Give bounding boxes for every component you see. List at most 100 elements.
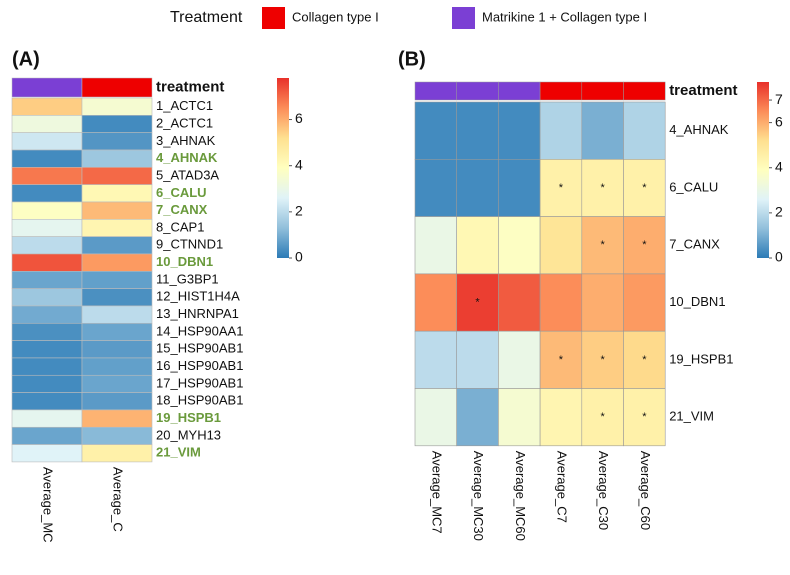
heatmap-cell [81, 184, 153, 203]
annotation-label: treatment [156, 78, 224, 95]
colorbar-tick-label: 6 [775, 113, 783, 129]
heatmap-cell [11, 167, 83, 185]
row-label: 16_HSP90AB1 [156, 358, 243, 373]
row-label: 5_ATAD3A [156, 167, 219, 182]
legend-swatch [262, 7, 285, 29]
heatmap-cell [623, 388, 666, 447]
heatmap-cell [81, 322, 153, 341]
row-label: 8_CAP1 [156, 219, 204, 234]
row-label: 9_CTNND1 [156, 237, 223, 252]
heatmap-cell [456, 388, 499, 447]
heatmap-cell [81, 270, 153, 289]
heatmap-cell [498, 216, 541, 275]
heatmap-cell [581, 273, 624, 332]
row-label: 18_HSP90AB1 [156, 393, 243, 408]
cell-label: * [475, 296, 480, 308]
heatmap-cell [498, 330, 541, 389]
heatmap-cell [456, 101, 499, 160]
heatmap-cell [81, 305, 153, 324]
row-label: 12_HIST1H4A [156, 289, 240, 304]
annotation-cell [623, 81, 666, 101]
heatmap-cell [11, 115, 83, 133]
annotation-cell [456, 81, 499, 101]
heatmap-cell [11, 184, 83, 203]
cell-label: * [559, 182, 564, 194]
colorbar-tick-label: 6 [295, 110, 303, 126]
heatmap-cell [414, 159, 458, 217]
row-label: 4_AHNAK [669, 122, 729, 137]
heatmap-cell [456, 330, 499, 389]
row-label: 13_HNRNPA1 [156, 306, 239, 321]
colorbar-tick-label: 4 [775, 158, 783, 174]
heatmap-cell [539, 216, 583, 275]
row-label: 2_ACTC1 [156, 115, 213, 130]
column-label: Average_MC30 [471, 451, 486, 541]
cell-label: * [642, 411, 647, 423]
heatmap-cell [539, 273, 583, 332]
row-label: 7_CANX [669, 237, 720, 252]
row-label: 7_CANX [156, 202, 208, 217]
heatmap-cell [81, 374, 153, 393]
heatmap-cell [11, 340, 83, 359]
row-label: 15_HSP90AB1 [156, 341, 243, 356]
row-label: 19_HSPB1 [156, 410, 221, 425]
colorbar-tick-label: 0 [295, 249, 303, 265]
heatmap-cell [11, 219, 83, 237]
heatmap-cell [11, 270, 83, 289]
cell-label: * [601, 182, 606, 194]
colorbar-tick-label: 2 [295, 203, 303, 219]
heatmap-cell [623, 101, 666, 160]
heatmap-cell [11, 97, 83, 116]
heatmap-cell [623, 216, 666, 275]
row-label: 4_AHNAK [156, 150, 218, 165]
heatmap-cell [11, 253, 83, 272]
heatmap-cell [11, 374, 83, 393]
heatmap-cell [81, 253, 153, 272]
row-label: 10_DBN1 [669, 294, 725, 309]
heatmap-cell [11, 322, 83, 341]
row-label: 6_CALU [156, 185, 207, 200]
heatmap-cell [581, 388, 624, 447]
heatmap-cell [581, 101, 624, 160]
annotation-cell [11, 77, 83, 98]
column-label: Average_C [111, 467, 126, 532]
annotation-cell [498, 81, 541, 101]
cell-label: * [601, 411, 606, 423]
row-label: 11_G3BP1 [156, 271, 219, 286]
heatmap-cell [11, 357, 83, 376]
legend-label: Matrikine 1 + Collagen type I [482, 9, 647, 24]
heatmap-cell [539, 101, 583, 160]
cell-label: * [642, 354, 647, 366]
heatmap-cell [11, 305, 83, 324]
heatmap-cell [81, 426, 153, 445]
heatmap-cell [81, 219, 153, 237]
row-label: 1_ACTC1 [156, 98, 213, 113]
heatmap-cell [81, 132, 153, 151]
heatmap-cell [414, 330, 458, 389]
annotation-cell [414, 81, 457, 101]
heatmap-cell [498, 101, 541, 160]
annotation-label: treatment [669, 82, 737, 99]
heatmap-cell [11, 201, 83, 220]
column-label: Average_C60 [638, 451, 653, 530]
heatmap-cell [581, 216, 624, 275]
panel-label: (A) [12, 48, 40, 70]
heatmap-cell [498, 388, 541, 447]
heatmap-cell [81, 392, 153, 411]
cell-label: * [601, 354, 606, 366]
colorbar-tick-label: 4 [295, 156, 303, 172]
annotation-cell [81, 77, 153, 98]
heatmap-cell [81, 288, 153, 307]
column-label: Average_C30 [596, 451, 611, 530]
column-label: Average_C7 [555, 451, 570, 523]
heatmap-cell [81, 149, 153, 168]
heatmap-cell [456, 216, 499, 275]
heatmap-cell [623, 273, 666, 332]
colorbar-tick-label: 7 [775, 91, 783, 107]
heatmap-cell [539, 159, 583, 217]
heatmap-cell [623, 330, 666, 389]
cell-label: * [642, 182, 647, 194]
row-label: 19_HSPB1 [669, 351, 733, 366]
heatmap-cell [11, 392, 83, 411]
